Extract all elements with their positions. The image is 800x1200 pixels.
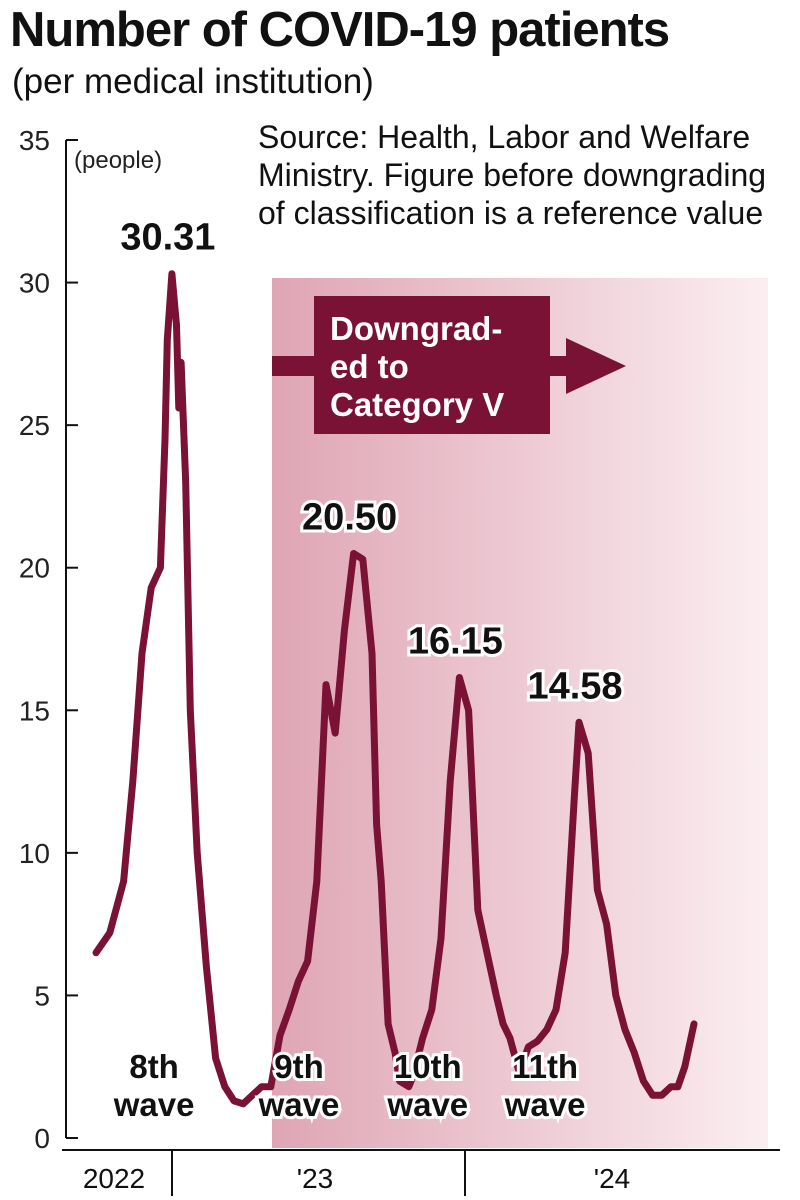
x-axis: 2022 '23 '24 <box>62 1149 780 1196</box>
x-label-2022: 2022 <box>83 1163 145 1194</box>
downgrade-text-line-1: Downgrad- <box>330 310 502 347</box>
downgrade-box <box>314 296 550 434</box>
x-label-2023: '23 <box>297 1163 334 1194</box>
wave-label-3-word: wave <box>386 1086 468 1123</box>
downgrade-banner: Downgrad- ed to Category V <box>272 296 626 434</box>
wave-label-2-number: 9th <box>274 1048 324 1085</box>
chart-title: Number of COVID-19 patients <box>10 3 670 57</box>
peak-label-3: 16.15 <box>408 620 503 662</box>
source-note: Source: Health, Labor and Welfare Minist… <box>258 119 767 231</box>
y-tick-label-25: 25 <box>19 410 50 441</box>
peak-label-1: 30.31 <box>120 217 215 259</box>
wave-label-3-number: 10th <box>394 1048 462 1085</box>
wave-label-4-word: wave <box>504 1086 586 1123</box>
wave-label-1-word: wave <box>113 1086 195 1123</box>
downgrade-text-line-3: Category V <box>330 386 504 423</box>
chart-subtitle: (per medical institution) <box>12 62 374 101</box>
y-tick-label-35: 35 <box>19 125 50 156</box>
y-tick-label-0: 0 <box>34 1123 50 1154</box>
y-axis: 0 5 10 15 20 25 30 35 <box>19 125 78 1154</box>
y-tick-label-15: 15 <box>19 695 50 726</box>
y-tick-label-10: 10 <box>19 838 50 869</box>
y-tick-label-20: 20 <box>19 553 50 584</box>
peak-label-4: 14.58 <box>527 665 622 707</box>
downgrade-text-line-2: ed to <box>330 348 409 385</box>
wave-label-2-word: wave <box>258 1086 340 1123</box>
x-label-2024: '24 <box>594 1163 631 1194</box>
y-tick-label-30: 30 <box>19 268 50 299</box>
y-unit-label: (people) <box>74 147 162 174</box>
peak-label-2: 20.50 <box>302 496 397 538</box>
downgrade-arrow-head <box>566 338 626 394</box>
series-line-patients <box>92 270 698 1108</box>
wave-label-1-number: 8th <box>129 1048 179 1085</box>
wave-label-4-number: 11th <box>512 1048 578 1085</box>
y-tick-label-5: 5 <box>34 980 50 1011</box>
peak-labels: 30.31 20.50 16.15 14.58 <box>117 214 625 711</box>
